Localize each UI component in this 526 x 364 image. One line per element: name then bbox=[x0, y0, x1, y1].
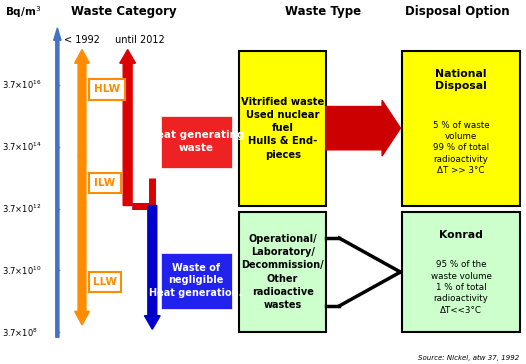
FancyBboxPatch shape bbox=[239, 212, 326, 332]
Text: ILW: ILW bbox=[95, 178, 116, 188]
Text: Waste of
negligible
Heat generation.: Waste of negligible Heat generation. bbox=[149, 263, 243, 298]
FancyBboxPatch shape bbox=[89, 79, 125, 100]
FancyBboxPatch shape bbox=[402, 212, 520, 332]
Text: LLW: LLW bbox=[93, 277, 117, 287]
FancyBboxPatch shape bbox=[161, 116, 231, 169]
FancyBboxPatch shape bbox=[89, 173, 122, 193]
FancyArrow shape bbox=[75, 50, 89, 156]
Text: Konrad: Konrad bbox=[439, 230, 483, 240]
Text: $3.7{\times}10^{10}$: $3.7{\times}10^{10}$ bbox=[2, 264, 41, 277]
Text: Vitrified waste
Used nuclear
fuel
Hulls & End-
pieces: Vitrified waste Used nuclear fuel Hulls … bbox=[241, 97, 325, 159]
FancyBboxPatch shape bbox=[402, 51, 520, 206]
Text: $3.7{\times}10^{14}$: $3.7{\times}10^{14}$ bbox=[2, 141, 42, 153]
FancyBboxPatch shape bbox=[161, 253, 231, 309]
FancyArrow shape bbox=[120, 50, 136, 206]
FancyArrow shape bbox=[75, 156, 89, 325]
FancyArrow shape bbox=[145, 206, 160, 329]
Text: until 2012: until 2012 bbox=[115, 35, 165, 45]
Text: $3.7{\times}10^{16}$: $3.7{\times}10^{16}$ bbox=[2, 79, 41, 91]
Text: Heat generating
waste: Heat generating waste bbox=[148, 130, 245, 153]
Text: Waste Type: Waste Type bbox=[285, 5, 361, 18]
Text: 95 % of the
waste volume
1 % of total
radioactivity
ΔT<<3°C: 95 % of the waste volume 1 % of total ra… bbox=[431, 260, 491, 315]
Text: Bq/m$^3$: Bq/m$^3$ bbox=[5, 4, 41, 20]
Text: < 1992: < 1992 bbox=[64, 35, 100, 45]
Text: $3.7{\times}10^{12}$: $3.7{\times}10^{12}$ bbox=[2, 202, 41, 215]
Text: $3.7{\times}10^{8}$: $3.7{\times}10^{8}$ bbox=[2, 326, 37, 339]
FancyBboxPatch shape bbox=[89, 272, 122, 292]
Text: Source: Nickel, atw 37, 1992: Source: Nickel, atw 37, 1992 bbox=[418, 355, 519, 361]
Text: HLW: HLW bbox=[94, 84, 120, 94]
Text: National
Disposal: National Disposal bbox=[435, 69, 487, 91]
Text: Disposal Option: Disposal Option bbox=[405, 5, 509, 18]
Text: Waste Category: Waste Category bbox=[71, 5, 177, 18]
Text: 5 % of waste
volume
99 % of total
radioactivity
ΔT >> 3°C: 5 % of waste volume 99 % of total radioa… bbox=[433, 120, 489, 175]
FancyBboxPatch shape bbox=[239, 51, 326, 206]
Text: Operational/
Laboratory/
Decommission/
Other
radioactive
wastes: Operational/ Laboratory/ Decommission/ O… bbox=[241, 234, 324, 310]
FancyArrow shape bbox=[54, 28, 61, 337]
FancyArrow shape bbox=[326, 100, 400, 156]
